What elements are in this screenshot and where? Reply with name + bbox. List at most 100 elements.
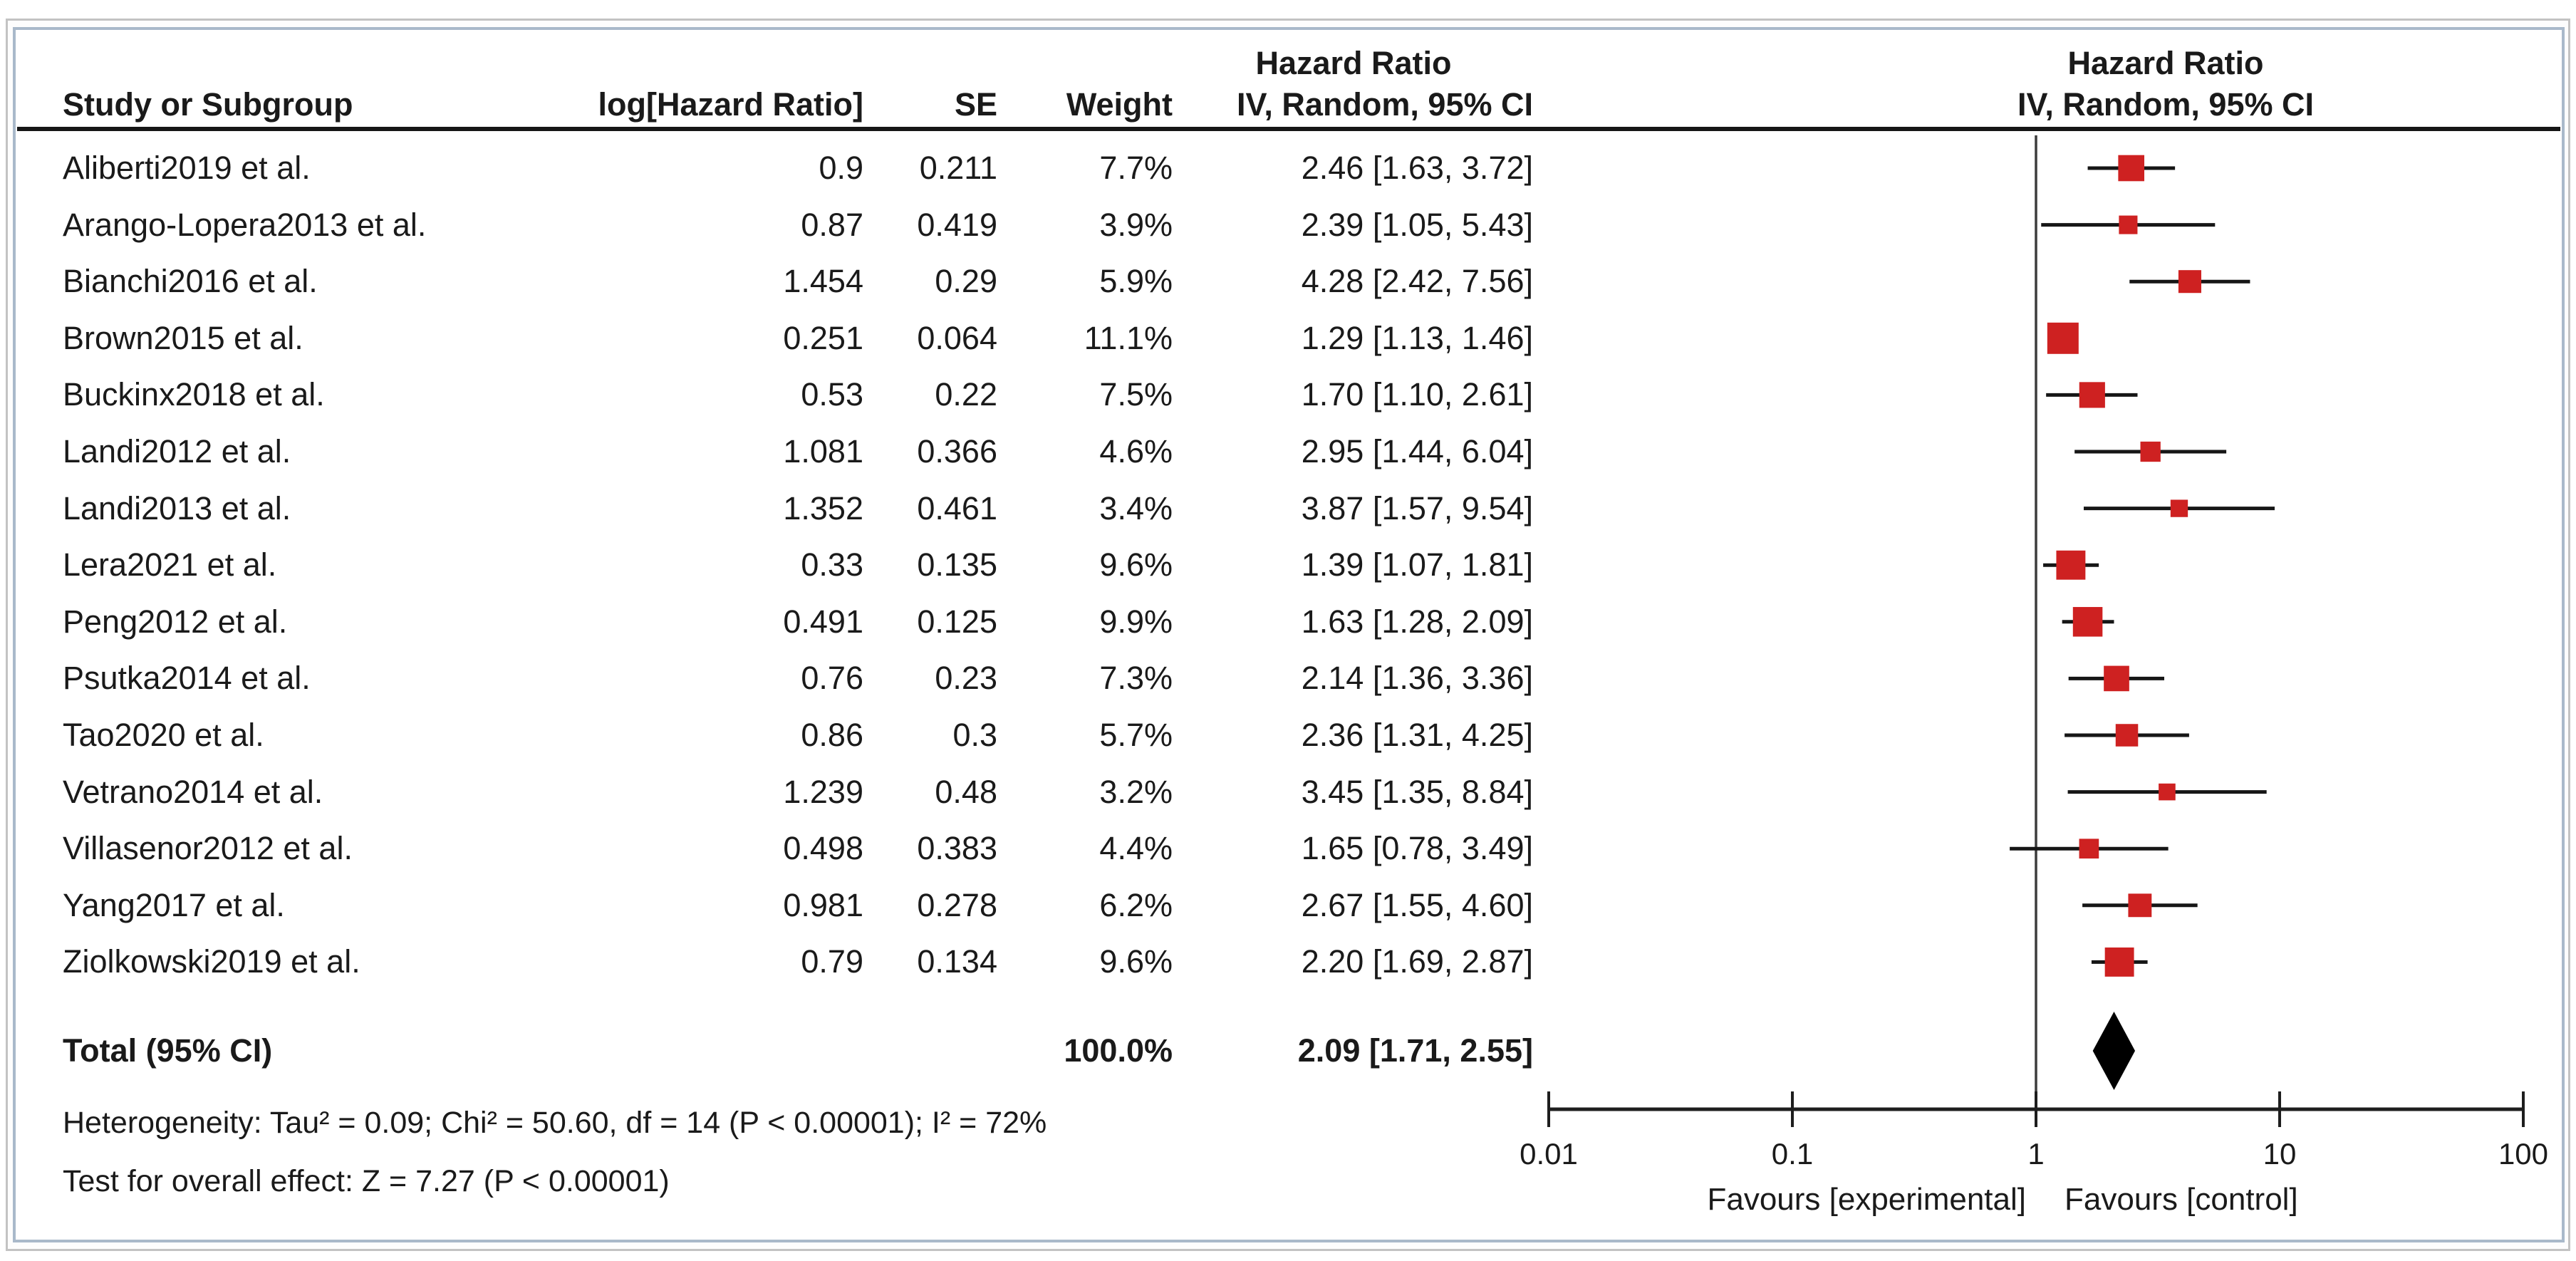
log-hr-value: 0.87 <box>801 207 863 243</box>
log-hr-value: 1.454 <box>783 263 863 299</box>
ci-value: 3.45 [1.35, 8.84] <box>1301 774 1533 810</box>
se-value: 0.29 <box>935 263 997 299</box>
ci-value: 1.65 [0.78, 3.49] <box>1301 830 1533 866</box>
weight-column-header: Weight <box>1066 86 1173 123</box>
ci-value: 2.20 [1.69, 2.87] <box>1301 943 1533 980</box>
study-name: Villasenor2012 et al. <box>63 830 353 866</box>
weight-value: 3.9% <box>1099 207 1173 243</box>
study-name: Peng2012 et al. <box>63 603 288 640</box>
effect-marker <box>2178 270 2201 294</box>
weight-value: 11.1% <box>1084 320 1173 356</box>
se-value: 0.064 <box>917 320 997 356</box>
log-hr-value: 0.53 <box>801 376 863 412</box>
axis-tick-label: 100 <box>2498 1137 2548 1171</box>
study-name: Brown2015 et al. <box>63 320 303 356</box>
log-hr-value: 0.86 <box>801 717 863 753</box>
ci-value: 1.70 [1.10, 2.61] <box>1301 376 1533 412</box>
effect-marker <box>2056 550 2086 580</box>
se-value: 0.211 <box>919 150 997 186</box>
effect-marker <box>2047 322 2079 354</box>
effect-marker <box>2072 607 2103 637</box>
study-name: Landi2012 et al. <box>63 433 291 469</box>
weight-value: 7.3% <box>1099 660 1173 696</box>
effect-marker <box>2170 499 2188 517</box>
overall-effect-note: Test for overall effect: Z = 7.27 (P < 0… <box>63 1164 670 1198</box>
se-value: 0.278 <box>917 887 997 923</box>
se-column-header: SE <box>954 86 997 123</box>
ci-value: 2.14 [1.36, 3.36] <box>1301 660 1533 696</box>
plot-column-title: Hazard Ratio <box>2067 45 2264 81</box>
ci-value: 1.63 [1.28, 2.09] <box>1301 603 1533 640</box>
study-name: Lera2021 et al. <box>63 546 277 583</box>
se-value: 0.461 <box>917 490 997 526</box>
se-value: 0.125 <box>917 603 997 640</box>
study-column-header: Study or Subgroup <box>63 86 353 123</box>
se-value: 0.48 <box>935 774 997 810</box>
effect-marker <box>2128 893 2152 918</box>
se-value: 0.3 <box>952 717 997 753</box>
plot-column-subheader: IV, Random, 95% CI <box>2017 86 2314 123</box>
study-name: Psutka2014 et al. <box>63 660 311 696</box>
log-hr-value: 0.33 <box>801 546 863 583</box>
log-hr-value: 0.76 <box>801 660 863 696</box>
study-name: Landi2013 et al. <box>63 490 291 526</box>
weight-value: 9.6% <box>1099 943 1173 980</box>
weight-value: 9.6% <box>1099 546 1173 583</box>
axis-tick-label: 0.01 <box>1520 1137 1578 1171</box>
weight-value: 7.7% <box>1099 150 1173 186</box>
forest-plot: 0.01 0.1 1 10 100 Favours [experimental] Favou… <box>1520 135 2548 1217</box>
ci-value: 3.87 [1.57, 9.54] <box>1301 490 1533 526</box>
weight-value: 7.5% <box>1099 376 1173 412</box>
ci-value: 1.29 [1.13, 1.46] <box>1301 320 1533 356</box>
study-name: Tao2020 et al. <box>63 717 264 753</box>
log-hr-value: 0.251 <box>783 320 863 356</box>
ci-value: 2.46 [1.63, 3.72] <box>1301 150 1533 186</box>
loghr-column-header: log[Hazard Ratio] <box>598 86 863 123</box>
effect-marker <box>2140 441 2161 462</box>
total-label: Total (95% CI) <box>63 1032 273 1069</box>
effect-marker <box>2079 382 2105 408</box>
ci-value: 2.39 [1.05, 5.43] <box>1301 207 1533 243</box>
log-hr-value: 0.498 <box>783 830 863 866</box>
ci-value: 2.95 [1.44, 6.04] <box>1301 433 1533 469</box>
se-value: 0.134 <box>917 943 997 980</box>
weight-value: 3.4% <box>1099 490 1173 526</box>
study-name: Ziolkowski2019 et al. <box>63 943 360 980</box>
weight-value: 6.2% <box>1099 887 1173 923</box>
log-hr-value: 0.491 <box>783 603 863 640</box>
study-name: Vetrano2014 et al. <box>63 774 323 810</box>
total-diamond <box>2092 1012 2136 1090</box>
weight-value: 4.4% <box>1099 830 1173 866</box>
ci-value: 2.67 [1.55, 4.60] <box>1301 887 1533 923</box>
ci-column-title: Hazard Ratio <box>1255 45 1452 81</box>
log-hr-value: 1.239 <box>783 774 863 810</box>
study-name: Aliberti2019 et al. <box>63 150 311 186</box>
study-name: Bianchi2016 et al. <box>63 263 318 299</box>
ci-value: 1.39 [1.07, 1.81] <box>1301 546 1533 583</box>
effect-marker <box>2079 839 2099 859</box>
weight-value: 9.9% <box>1099 603 1173 640</box>
ci-column-subheader: IV, Random, 95% CI <box>1237 86 1533 123</box>
log-hr-value: 1.352 <box>783 490 863 526</box>
se-value: 0.383 <box>917 830 997 866</box>
log-hr-value: 0.981 <box>783 887 863 923</box>
se-value: 0.22 <box>935 376 997 412</box>
weight-value: 5.9% <box>1099 263 1173 299</box>
se-value: 0.366 <box>917 433 997 469</box>
favours-left-label: Favours [experimental] <box>1707 1182 2026 1217</box>
se-value: 0.135 <box>917 546 997 583</box>
plot-panel <box>13 27 2565 1242</box>
effect-marker <box>2159 783 2176 801</box>
effect-marker <box>2104 665 2129 692</box>
se-value: 0.23 <box>935 660 997 696</box>
heterogeneity-note: Heterogeneity: Tau² = 0.09; Chi² = 50.60… <box>63 1106 1047 1140</box>
weight-value: 3.2% <box>1099 774 1173 810</box>
se-value: 0.419 <box>917 207 997 243</box>
ci-value: 4.28 [2.42, 7.56] <box>1301 263 1533 299</box>
ci-value: 2.36 [1.31, 4.25] <box>1301 717 1533 753</box>
weight-value: 5.7% <box>1099 717 1173 753</box>
effect-marker <box>2115 724 2139 747</box>
axis-tick-label: 0.1 <box>1772 1137 1813 1171</box>
total-ci: 2.09 [1.71, 2.55] <box>1297 1032 1533 1069</box>
